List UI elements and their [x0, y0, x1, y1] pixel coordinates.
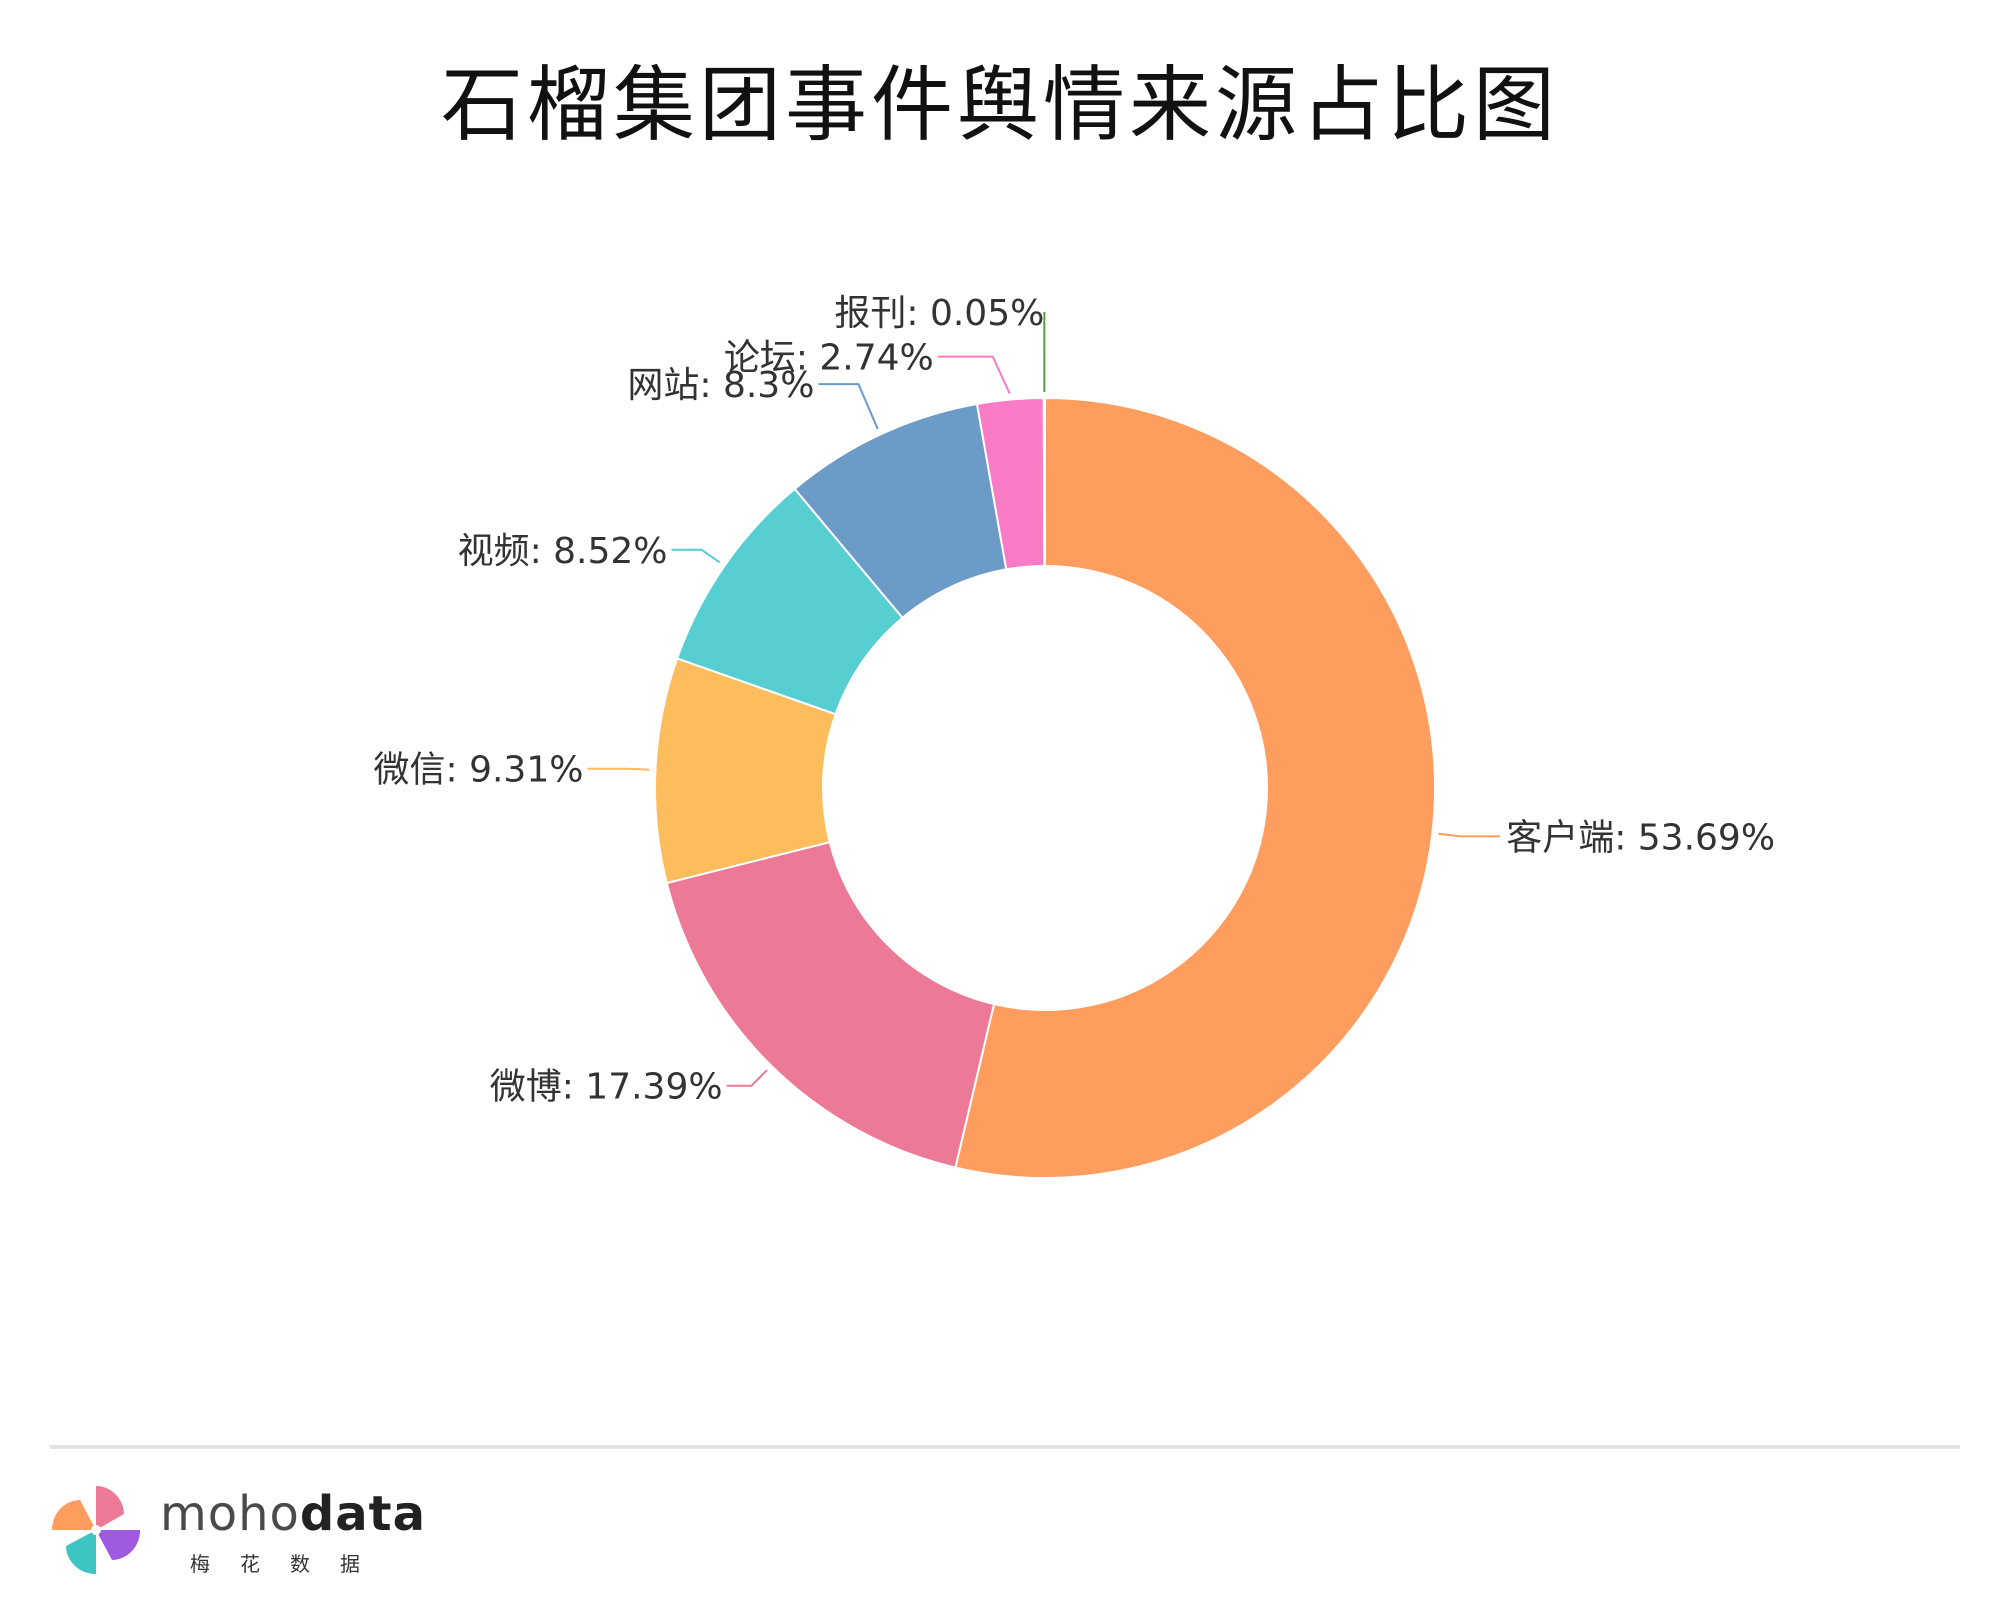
slice-label-5: 论坛: 2.74%: [724, 338, 934, 379]
slice-label-6: 报刊: 0.05%: [834, 293, 1044, 334]
donut-slices: [654, 396, 1436, 1179]
leader-line-0: [1438, 832, 1501, 838]
brand-name: mohodata: [160, 1486, 427, 1542]
slice-label-4: 网站: 8.3%: [627, 365, 814, 406]
donut-slice-6: [1042, 396, 1046, 568]
leader-line-5: [937, 355, 1011, 394]
leader-line-2: [587, 767, 650, 771]
leader-line-4: [818, 383, 879, 430]
footer-divider: [50, 1445, 1960, 1449]
leader-line-1: [726, 1069, 768, 1087]
donut-slice-0: [954, 396, 1436, 1179]
slice-label-3: 视频: 8.52%: [458, 531, 668, 572]
mohodata-flower-icon: [52, 1486, 140, 1574]
slice-label-1: 微博: 17.39%: [490, 1067, 723, 1108]
donut-slice-1: [665, 840, 996, 1169]
label-leader-lines: [587, 312, 1501, 1087]
donut-chart: 客户端: 53.69% 微博: 17.39% 微信: 9.31% 视频: 8.52% 网…: [374, 293, 1776, 1179]
slice-label-2: 微信: 9.31%: [374, 750, 584, 791]
brand-chinese-name: 梅花数据: [190, 1552, 390, 1576]
slice-labels: 客户端: 53.69% 微博: 17.39% 微信: 9.31% 视频: 8.52% 网…: [374, 293, 1776, 1108]
chart-title: 石榴集团事件舆情来源占比图: [440, 58, 1559, 153]
slice-label-0: 客户端: 53.69%: [1506, 817, 1775, 858]
leader-line-3: [671, 548, 721, 564]
